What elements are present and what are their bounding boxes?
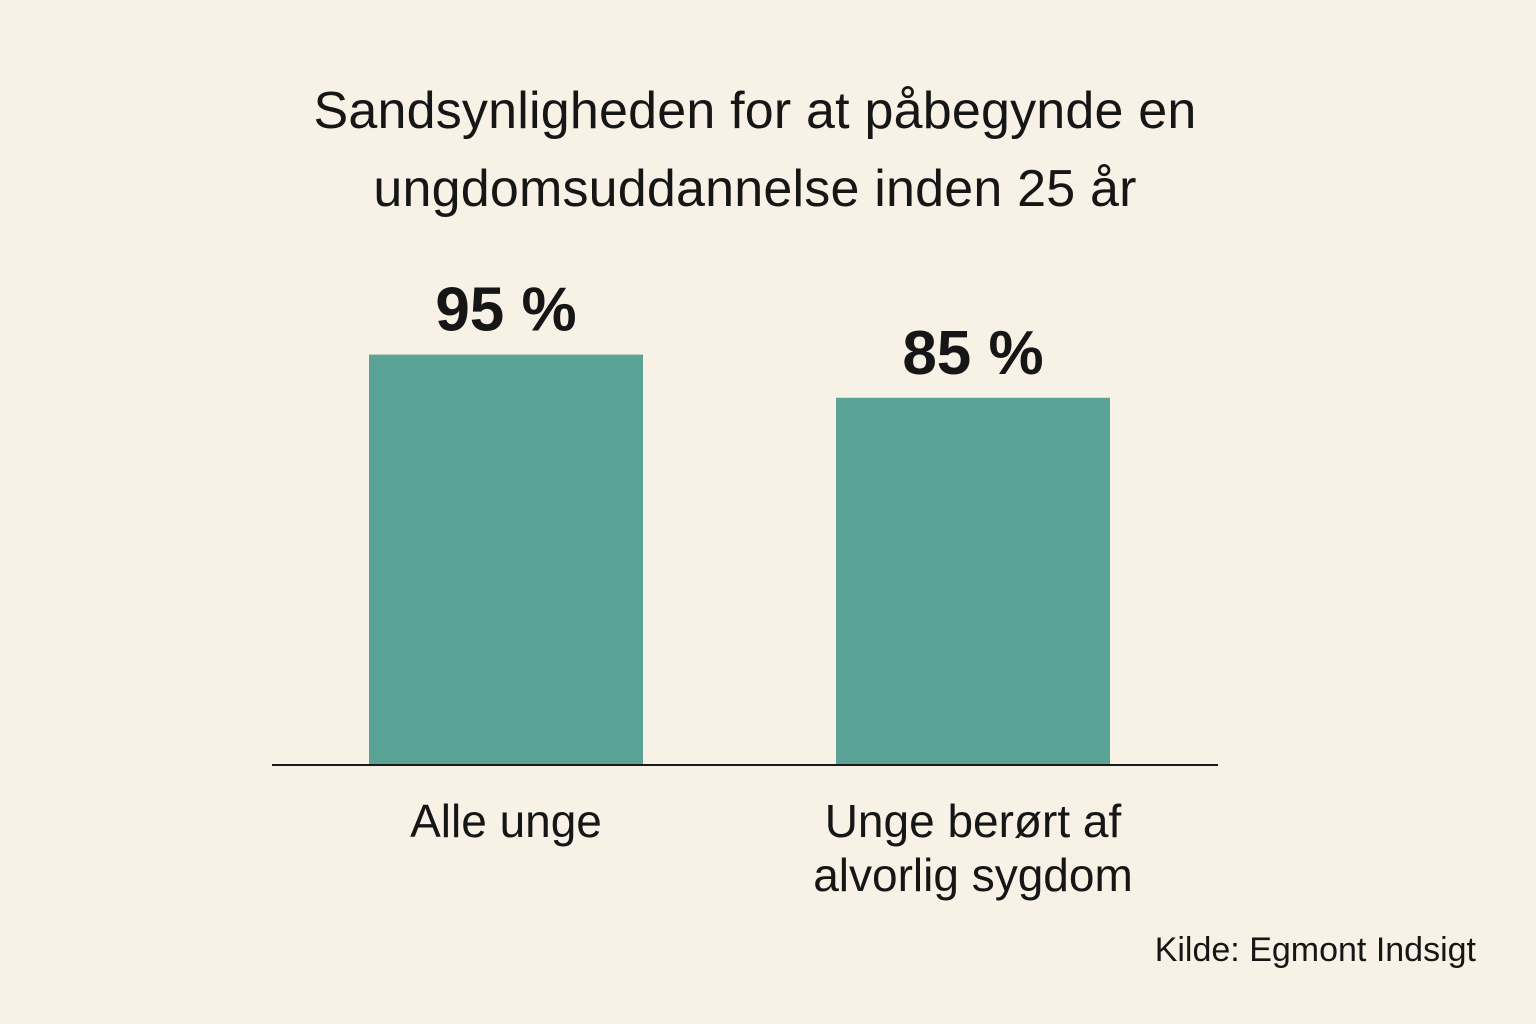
chart-title-line: Sandsynligheden for at påbegynde en xyxy=(313,82,1197,140)
chart-title-line: ungdomsuddannelse inden 25 år xyxy=(373,160,1137,218)
category-label: Alle unge xyxy=(410,795,602,847)
category-label: alvorlig sygdom xyxy=(813,849,1133,901)
bar xyxy=(369,354,643,765)
source-note: Kilde: Egmont Indsigt xyxy=(1154,931,1476,969)
data-label: 95 % xyxy=(435,276,576,345)
category-label: Unge berørt af xyxy=(825,795,1122,847)
data-label: 85 % xyxy=(902,319,1043,388)
bar xyxy=(836,397,1110,765)
chart-title: Sandsynligheden for at påbegynde en ungd… xyxy=(0,72,1510,228)
